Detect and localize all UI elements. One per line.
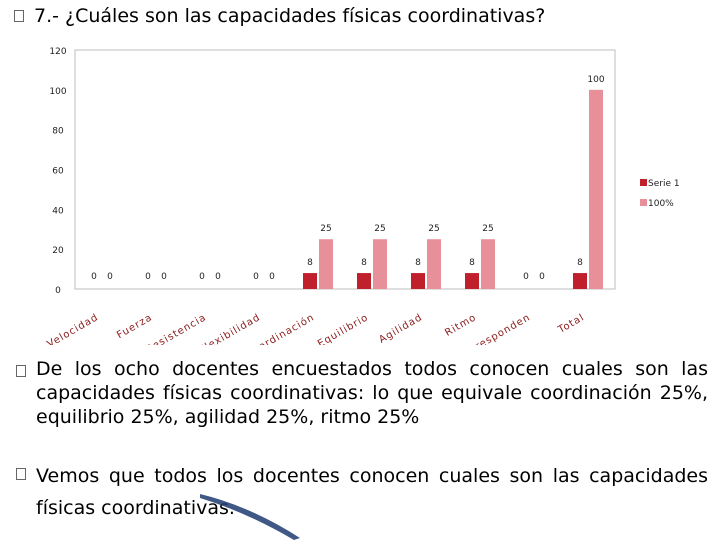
legend-swatch bbox=[640, 199, 647, 206]
paragraph-conclusion: Vemos que todos los docentes conocen cua… bbox=[36, 465, 708, 519]
data-label: 8 bbox=[307, 258, 313, 268]
data-label: 8 bbox=[415, 258, 421, 268]
bar-pct bbox=[373, 239, 387, 289]
x-tick-label: Ritmo bbox=[443, 312, 478, 339]
y-tick-label: 60 bbox=[52, 167, 64, 177]
data-label: 0 bbox=[107, 272, 113, 282]
data-label: 0 bbox=[215, 272, 221, 282]
bar-serie1 bbox=[357, 273, 371, 289]
y-tick-label: 120 bbox=[49, 47, 66, 57]
slide-title: 7.- ¿Cuáles son las capacidades físicas … bbox=[34, 5, 546, 27]
x-tick-label: Velocidad bbox=[46, 312, 101, 345]
x-tick-label: Total bbox=[556, 312, 587, 336]
data-label: 8 bbox=[577, 258, 583, 268]
data-label: 25 bbox=[320, 224, 331, 234]
data-label: 0 bbox=[523, 272, 529, 282]
y-tick-label: 0 bbox=[55, 286, 61, 296]
paragraph-summary: De los ocho docentes encuestados todos c… bbox=[36, 358, 708, 428]
title-bullet-icon bbox=[14, 10, 24, 22]
y-tick-label: 20 bbox=[52, 246, 64, 256]
data-label: 0 bbox=[199, 272, 205, 282]
decorative-swoosh bbox=[200, 494, 300, 540]
data-label: 0 bbox=[91, 272, 97, 282]
bar-pct bbox=[481, 239, 495, 289]
bar-pct bbox=[589, 89, 603, 289]
legend-label: Serie 1 bbox=[648, 179, 680, 189]
x-tick-label: Resistencia bbox=[144, 312, 208, 345]
bar-serie1 bbox=[465, 273, 479, 289]
x-tick-label: Flexibilidad bbox=[198, 312, 263, 345]
data-label: 0 bbox=[161, 272, 167, 282]
data-label: 0 bbox=[539, 272, 545, 282]
bar-serie1 bbox=[303, 273, 317, 289]
bar-serie1 bbox=[411, 273, 425, 289]
y-tick-label: 80 bbox=[52, 127, 64, 137]
data-label: 0 bbox=[269, 272, 275, 282]
data-label: 25 bbox=[374, 224, 385, 234]
bar-pct bbox=[427, 239, 441, 289]
data-label: 8 bbox=[361, 258, 367, 268]
bar-pct bbox=[319, 239, 333, 289]
legend-label: 100% bbox=[648, 199, 674, 209]
y-tick-label: 100 bbox=[49, 87, 66, 97]
y-tick-label: 40 bbox=[52, 206, 64, 216]
x-tick-label: Equilibrio bbox=[316, 312, 371, 345]
data-label: 100 bbox=[587, 75, 604, 85]
bar-serie1 bbox=[573, 273, 587, 289]
paragraph-bullet-icon bbox=[16, 468, 26, 480]
data-label: 0 bbox=[145, 272, 151, 282]
data-label: 8 bbox=[469, 258, 475, 268]
data-label: 0 bbox=[253, 272, 259, 282]
data-label: 25 bbox=[482, 224, 493, 234]
legend-swatch bbox=[640, 179, 647, 186]
plot-frame bbox=[74, 49, 616, 290]
x-tick-label: Agilidad bbox=[377, 312, 424, 345]
paragraph-bullet-icon bbox=[16, 365, 26, 377]
x-tick-label: Fuerza bbox=[115, 312, 154, 341]
data-label: 25 bbox=[428, 224, 439, 234]
